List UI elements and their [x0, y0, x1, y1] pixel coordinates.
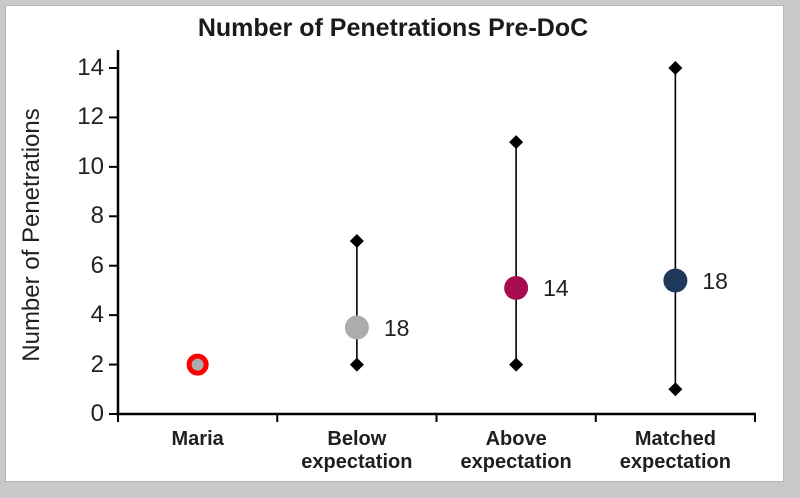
category-label: Below expectation — [301, 428, 413, 473]
category-label: Maria — [171, 428, 224, 450]
whisker-diamond-marker — [349, 234, 364, 248]
mean-marker-ringed — [186, 353, 209, 376]
y-tick-label: 6 — [90, 251, 104, 279]
point-count-label: 14 — [543, 274, 569, 301]
whisker-diamond-marker — [509, 135, 524, 150]
y-tick-label: 12 — [77, 103, 104, 131]
y-tick-label: 2 — [90, 350, 104, 378]
whisker-diamond-marker — [349, 357, 364, 372]
y-tick-label: 10 — [77, 152, 104, 180]
whisker-diamond-marker — [668, 61, 683, 75]
whisker-diamond-marker — [668, 382, 683, 397]
mean-marker — [504, 275, 529, 300]
chart-frame — [5, 5, 784, 482]
mean-marker — [344, 315, 369, 340]
chart-title: Number of Penetrations Pre-DoC — [197, 14, 589, 42]
point-count-label: 18 — [702, 267, 728, 294]
y-tick-label: 14 — [77, 54, 104, 81]
y-tick-label: 0 — [90, 400, 104, 427]
point-count-label: 18 — [383, 314, 410, 341]
category-label: Above expectation — [460, 428, 572, 473]
whisker-diamond-marker — [509, 357, 524, 372]
category-label: Matched expectation — [619, 428, 731, 473]
y-tick-label: 8 — [90, 202, 104, 230]
y-tick-label: 4 — [90, 301, 104, 329]
mean-marker — [663, 268, 688, 293]
